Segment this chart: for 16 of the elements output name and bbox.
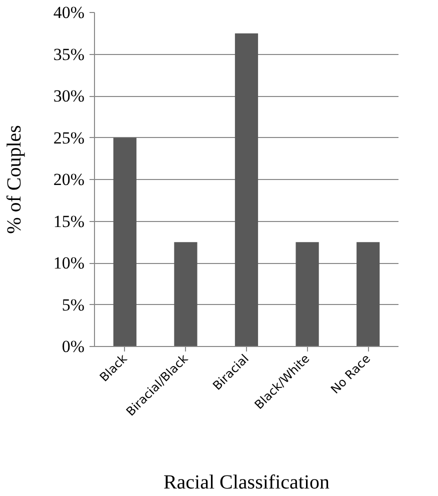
y-tick-label: 30% [53, 86, 85, 106]
bar [113, 138, 136, 346]
y-tick-label: 0% [62, 337, 85, 356]
x-axis-title: Racial Classification [163, 472, 330, 494]
bar [174, 242, 198, 346]
y-tick-label: 25% [53, 128, 85, 148]
y-tick-label: 5% [62, 295, 85, 314]
y-tick-label: 40% [53, 3, 85, 22]
y-tick-label: 15% [53, 212, 85, 231]
bar [296, 242, 319, 346]
y-axis-title: % of Couples [3, 124, 26, 234]
bar [234, 33, 258, 346]
y-tick-label: 20% [53, 170, 85, 189]
y-tick-label: 35% [53, 44, 85, 64]
bar [356, 242, 380, 346]
y-tick-label: 10% [53, 254, 85, 272]
